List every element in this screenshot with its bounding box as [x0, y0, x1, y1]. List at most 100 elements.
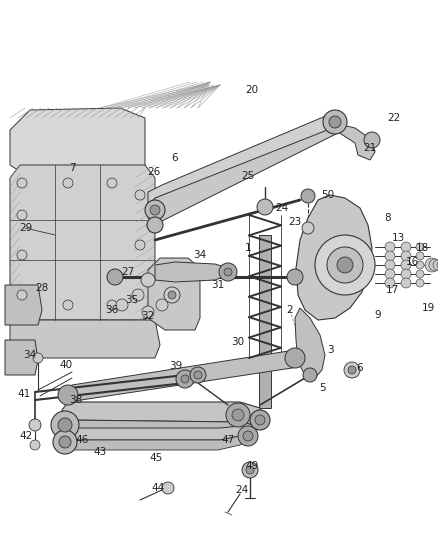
Polygon shape	[155, 262, 228, 282]
Text: 35: 35	[125, 295, 138, 305]
Circle shape	[232, 409, 244, 421]
Circle shape	[238, 426, 258, 446]
Circle shape	[327, 247, 363, 283]
Circle shape	[17, 250, 27, 260]
Text: 34: 34	[23, 350, 37, 360]
Polygon shape	[330, 122, 375, 160]
Circle shape	[164, 287, 180, 303]
Text: 24: 24	[235, 485, 249, 495]
Text: 5: 5	[319, 383, 325, 393]
Text: 29: 29	[19, 223, 32, 233]
Text: 25: 25	[241, 171, 254, 181]
Text: 34: 34	[193, 250, 207, 260]
Circle shape	[17, 290, 27, 300]
Polygon shape	[10, 108, 145, 178]
Circle shape	[156, 299, 168, 311]
Circle shape	[150, 205, 160, 215]
Circle shape	[142, 306, 154, 318]
Circle shape	[344, 362, 360, 378]
Text: 46: 46	[75, 435, 88, 445]
Polygon shape	[5, 340, 38, 375]
Circle shape	[107, 178, 117, 188]
Polygon shape	[62, 436, 250, 450]
Text: 38: 38	[69, 395, 83, 405]
Circle shape	[385, 269, 395, 279]
Circle shape	[224, 268, 232, 276]
Text: 27: 27	[121, 267, 134, 277]
Circle shape	[437, 261, 438, 269]
Circle shape	[255, 415, 265, 425]
Circle shape	[385, 251, 395, 261]
Text: 49: 49	[245, 461, 258, 471]
Polygon shape	[62, 426, 250, 440]
Circle shape	[385, 278, 395, 288]
Text: 23: 23	[288, 217, 302, 227]
Circle shape	[135, 190, 145, 200]
Circle shape	[181, 375, 189, 383]
Circle shape	[63, 300, 73, 310]
Circle shape	[401, 251, 411, 261]
Circle shape	[219, 263, 237, 281]
Circle shape	[337, 257, 353, 273]
Circle shape	[168, 291, 176, 299]
Text: 6: 6	[357, 363, 363, 373]
Circle shape	[364, 132, 380, 148]
Circle shape	[401, 278, 411, 288]
Polygon shape	[148, 120, 340, 222]
Text: 13: 13	[392, 233, 405, 243]
Circle shape	[58, 385, 78, 405]
Text: 50: 50	[321, 190, 335, 200]
Circle shape	[107, 300, 117, 310]
Circle shape	[250, 410, 270, 430]
Text: 45: 45	[149, 453, 162, 463]
Circle shape	[429, 259, 438, 271]
Circle shape	[176, 370, 194, 388]
Circle shape	[401, 269, 411, 279]
Circle shape	[401, 260, 411, 270]
Text: 17: 17	[385, 285, 399, 295]
Text: 32: 32	[141, 311, 155, 321]
Circle shape	[416, 270, 424, 278]
Circle shape	[58, 418, 72, 432]
Circle shape	[63, 178, 73, 188]
Text: 7: 7	[69, 163, 75, 173]
Circle shape	[425, 258, 438, 272]
Polygon shape	[295, 308, 325, 378]
Circle shape	[385, 260, 395, 270]
Text: 24: 24	[276, 203, 289, 213]
Text: 40: 40	[60, 360, 73, 370]
Polygon shape	[62, 402, 264, 425]
Text: 1: 1	[245, 243, 251, 253]
Circle shape	[194, 371, 202, 379]
Polygon shape	[62, 418, 264, 430]
Circle shape	[135, 240, 145, 250]
Circle shape	[315, 235, 375, 295]
Text: 2: 2	[287, 305, 293, 315]
Circle shape	[416, 243, 424, 251]
Polygon shape	[148, 115, 340, 205]
Circle shape	[242, 462, 258, 478]
Text: 8: 8	[385, 213, 391, 223]
Text: 43: 43	[93, 447, 106, 457]
Text: 18: 18	[415, 243, 429, 253]
Circle shape	[147, 217, 163, 233]
Text: 16: 16	[406, 257, 419, 267]
Text: 28: 28	[35, 283, 49, 293]
Text: 36: 36	[106, 305, 119, 315]
Circle shape	[53, 430, 77, 454]
Circle shape	[17, 210, 27, 220]
Circle shape	[416, 261, 424, 269]
Polygon shape	[148, 258, 200, 330]
Polygon shape	[5, 285, 42, 325]
Circle shape	[285, 348, 305, 368]
Circle shape	[59, 436, 71, 448]
Text: 30: 30	[231, 337, 244, 347]
Text: 22: 22	[387, 113, 401, 123]
Circle shape	[51, 411, 79, 439]
Circle shape	[433, 260, 438, 270]
Circle shape	[132, 289, 144, 301]
Text: 20: 20	[245, 85, 258, 95]
Text: 19: 19	[421, 303, 434, 313]
Circle shape	[302, 222, 314, 234]
Circle shape	[329, 116, 341, 128]
